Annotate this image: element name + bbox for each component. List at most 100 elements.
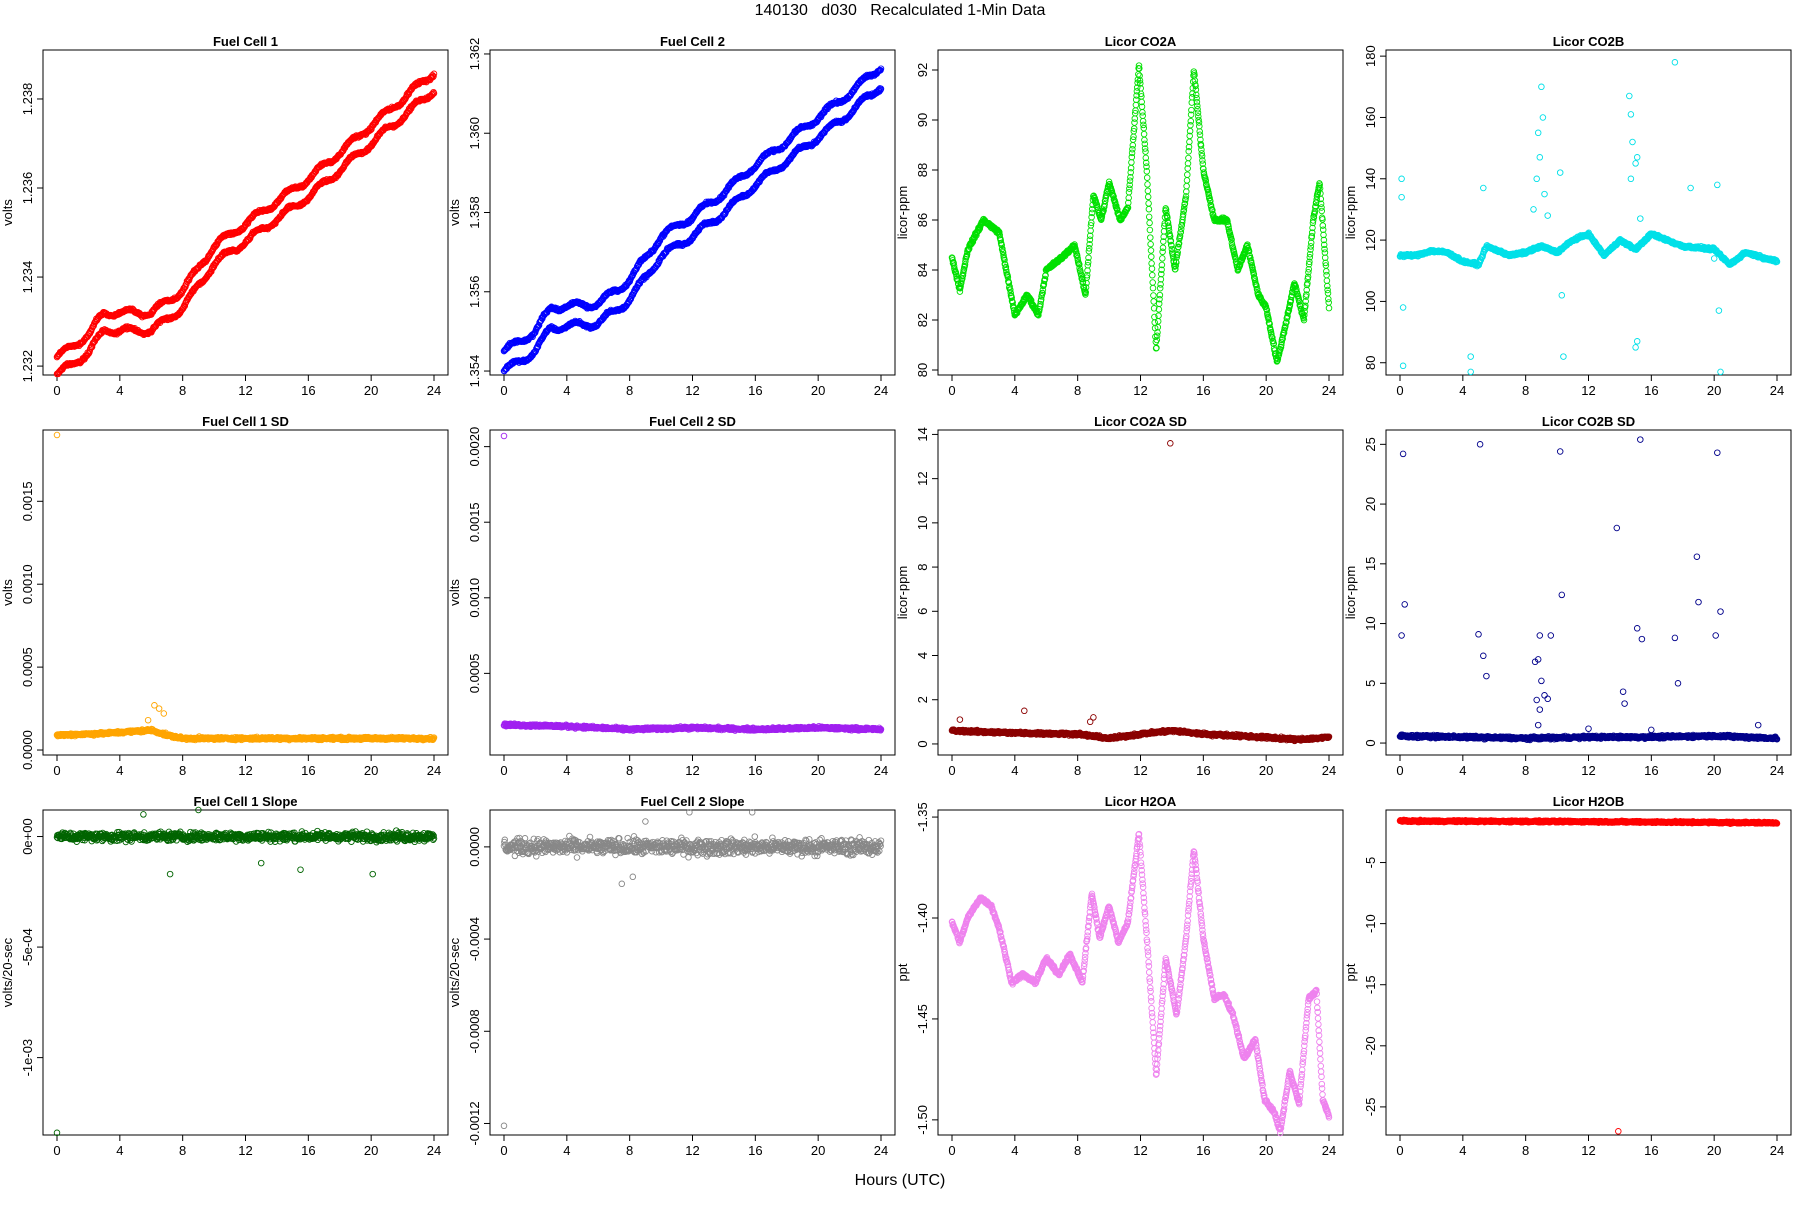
- data-point: [1399, 176, 1405, 182]
- data-point: [1540, 115, 1546, 121]
- y-tick-label: 82: [915, 313, 930, 327]
- data-point: [1557, 170, 1563, 176]
- x-tick-label: 20: [364, 763, 378, 778]
- x-tick-label: 4: [1459, 383, 1466, 398]
- x-tick-label: 12: [238, 383, 252, 398]
- data-point: [1186, 155, 1192, 161]
- data-point: [1400, 363, 1406, 369]
- data-points: [949, 63, 1332, 364]
- data-point: [1468, 354, 1474, 360]
- data-point: [1185, 172, 1191, 178]
- x-tick-label: 16: [301, 383, 315, 398]
- x-tick-label: 8: [1522, 383, 1529, 398]
- data-point: [1190, 91, 1196, 97]
- data-point: [1184, 178, 1190, 184]
- data-point: [1188, 118, 1194, 124]
- data-point: [1718, 369, 1724, 375]
- x-tick-label: 0: [948, 383, 955, 398]
- data-point: [1129, 160, 1135, 166]
- y-tick-label: 1.354: [467, 355, 482, 388]
- y-tick-label: 90: [915, 113, 930, 127]
- x-tick-label: 4: [116, 763, 123, 778]
- x-tick-label: 0: [53, 383, 60, 398]
- data-point: [1141, 131, 1147, 137]
- x-tick-label: 20: [1259, 383, 1273, 398]
- data-point: [1324, 278, 1330, 284]
- data-points: [501, 66, 884, 374]
- y-tick-label: 1.360: [467, 117, 482, 150]
- y-tick-label: 92: [915, 63, 930, 77]
- data-point: [1149, 266, 1155, 272]
- data-point: [1145, 194, 1151, 200]
- x-tick-label: 0: [1396, 383, 1403, 398]
- y-tick-label: 140: [1363, 168, 1378, 190]
- y-axis-label: volts: [0, 199, 15, 226]
- x-tick-label: 8: [1074, 383, 1081, 398]
- panel-title: Fuel Cell 2: [660, 34, 725, 49]
- data-point: [1561, 354, 1567, 360]
- data-point: [1534, 176, 1540, 182]
- x-tick-label: 4: [563, 383, 570, 398]
- panel-title: Licor CO2A: [1105, 34, 1177, 49]
- x-tick-label: 4: [1011, 383, 1018, 398]
- y-tick-label: 80: [1363, 356, 1378, 370]
- y-tick-label: 1.358: [467, 196, 482, 229]
- y-tick-label: 120: [1363, 229, 1378, 251]
- data-point: [1144, 175, 1150, 181]
- data-point: [1146, 201, 1152, 207]
- x-tick-label: 24: [1770, 383, 1784, 398]
- y-tick-label: 1.238: [20, 83, 35, 116]
- plot-frame: [1386, 50, 1791, 375]
- x-tick-label: 20: [364, 383, 378, 398]
- data-point: [1539, 84, 1545, 90]
- data-point: [1634, 339, 1640, 345]
- panel-title: Fuel Cell 1 SD: [202, 414, 289, 429]
- data-point: [1633, 345, 1639, 351]
- data-point: [1320, 227, 1326, 233]
- data-point: [1634, 155, 1640, 161]
- y-tick-label: 0.0015: [20, 481, 35, 521]
- x-tick-label: 0: [53, 763, 60, 778]
- data-points: [54, 71, 437, 377]
- data-point: [1148, 248, 1154, 254]
- y-tick-label: 88: [915, 163, 930, 177]
- x-tick-label: 4: [116, 383, 123, 398]
- y-tick-label: 0.0000: [20, 730, 35, 770]
- data-point: [1628, 112, 1634, 118]
- data-point: [1149, 261, 1155, 267]
- y-tick-label: 1.234: [20, 261, 35, 294]
- data-point: [1628, 176, 1634, 182]
- data-point: [1157, 292, 1163, 298]
- data-point: [1155, 319, 1161, 325]
- data-point: [1197, 123, 1203, 129]
- data-point: [1140, 113, 1146, 119]
- x-tick-label: 24: [1322, 383, 1336, 398]
- x-tick-label: 8: [626, 383, 633, 398]
- data-point: [1326, 300, 1332, 306]
- plot-frame: [43, 430, 448, 755]
- data-point: [1326, 305, 1332, 311]
- x-tick-label: 24: [874, 383, 888, 398]
- data-point: [1146, 214, 1152, 220]
- x-tick-label: 12: [1581, 383, 1595, 398]
- data-point: [1559, 293, 1565, 299]
- x-tick-label: 8: [179, 383, 186, 398]
- x-tick-label: 8: [179, 763, 186, 778]
- data-points: [1397, 60, 1780, 375]
- x-tick-label: 24: [427, 383, 441, 398]
- data-point: [1630, 139, 1636, 145]
- data-point: [1319, 208, 1325, 214]
- y-tick-label: 86: [915, 213, 930, 227]
- y-axis-label: volts: [0, 579, 15, 606]
- data-point: [1145, 188, 1151, 194]
- data-point: [1688, 185, 1694, 191]
- data-point: [1150, 285, 1156, 291]
- y-tick-label: 0.0005: [20, 647, 35, 687]
- data-point: [1147, 220, 1153, 226]
- data-point: [1711, 256, 1717, 262]
